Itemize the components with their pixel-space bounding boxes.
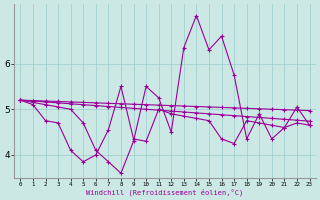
X-axis label: Windchill (Refroidissement éolien,°C): Windchill (Refroidissement éolien,°C) [86,188,244,196]
